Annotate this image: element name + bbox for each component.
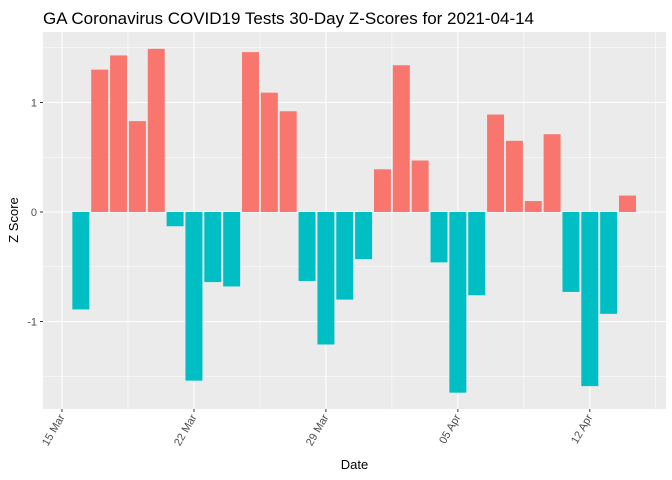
bar (524, 201, 542, 212)
x-axis-title: Date (341, 457, 368, 472)
bar (91, 69, 109, 213)
bar (355, 212, 373, 260)
bar (430, 212, 448, 263)
bar (449, 212, 467, 393)
bar (185, 212, 203, 381)
x-tick-label: 05 Apr (437, 412, 463, 446)
bar (298, 212, 316, 281)
bar (166, 212, 184, 227)
bar (468, 212, 486, 296)
bar (619, 195, 636, 212)
y-tick-label: 1 (31, 98, 37, 110)
bar (110, 55, 128, 212)
bar (373, 169, 391, 212)
bar (543, 134, 561, 212)
x-tick-label: 22 Mar (172, 412, 200, 448)
y-axis-title: Z Score (6, 197, 21, 243)
bar (242, 52, 259, 212)
bar (72, 212, 90, 310)
bar (411, 160, 429, 212)
bar (562, 212, 580, 292)
x-tick-label: 12 Apr (569, 412, 595, 446)
bars (72, 48, 636, 393)
bar (260, 92, 278, 212)
y-tick-label: 0 (31, 207, 37, 219)
y-tick-label: -1 (27, 317, 37, 329)
bar (600, 212, 618, 314)
bar (505, 140, 523, 212)
x-tick-label: 15 Mar (40, 412, 68, 448)
chart-title: GA Coronavirus COVID19 Tests 30-Day Z-Sc… (43, 9, 534, 28)
y-axis: -1 0 1 (27, 98, 43, 329)
bar (128, 121, 146, 212)
bar (336, 212, 354, 300)
bar (317, 212, 335, 345)
bar (279, 111, 297, 212)
x-axis: 15 Mar 22 Mar 29 Mar 05 Apr 12 Apr (40, 409, 596, 448)
grid-minor (43, 32, 666, 409)
plot-panel (43, 32, 666, 409)
bar (204, 212, 222, 283)
bar (147, 48, 165, 213)
bar (392, 65, 410, 213)
bar (581, 212, 599, 387)
bar (487, 114, 505, 212)
x-tick-label: 29 Mar (304, 412, 332, 448)
bar (223, 212, 241, 287)
